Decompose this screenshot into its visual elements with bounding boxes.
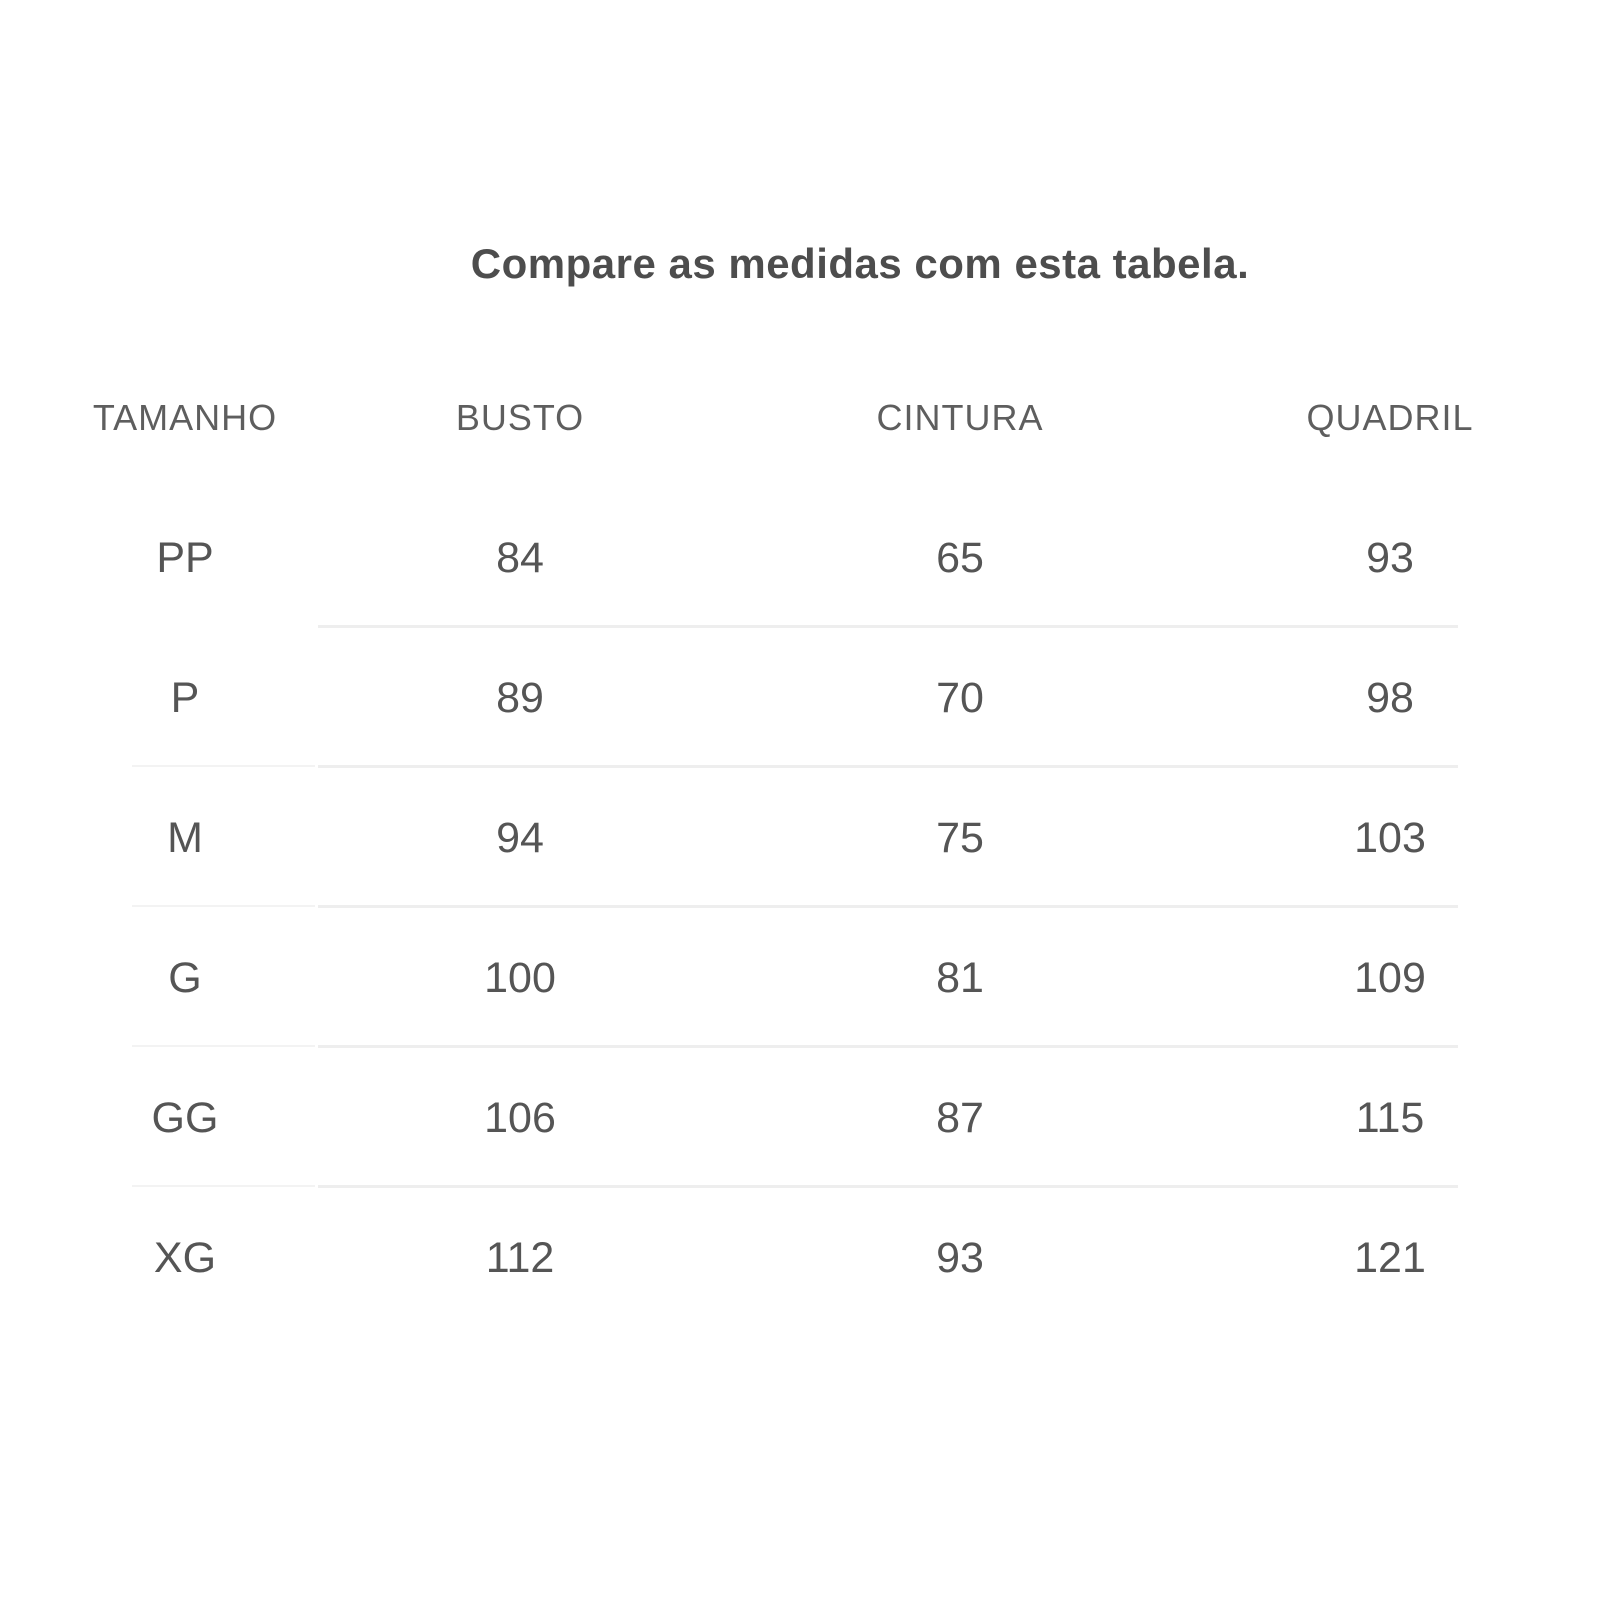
busto-cell: 106 [484,1093,556,1142]
cintura-cell: 70 [936,673,984,722]
cintura-cell: 81 [936,953,984,1002]
quadril-cell: 109 [1354,953,1426,1002]
row-divider [318,625,1458,628]
row-divider-left [132,1045,315,1047]
busto-cell: 94 [496,813,544,862]
row-divider-left [132,1185,315,1187]
column-header-quadril: QUADRIL [1306,397,1474,438]
cintura-cell: 65 [936,533,984,582]
row-divider [318,765,1458,768]
column-header-tamanho: TAMANHO [92,397,278,438]
busto-cell: 84 [496,533,544,582]
table-row-xg: XG 112 93 121 [60,1188,1590,1328]
quadril-cell: 115 [1355,1093,1425,1142]
size-cell: G [168,953,202,1002]
column-header-busto: BUSTO [455,397,585,438]
size-cell: P [170,673,200,722]
quadril-cell: 98 [1366,673,1414,722]
busto-cell: 112 [485,1233,555,1282]
cintura-cell: 75 [936,813,984,862]
page-title: Compare as medidas com esta tabela. [470,240,1250,287]
size-cell: GG [151,1093,219,1142]
row-divider-left [132,905,315,907]
size-cell: XG [153,1233,217,1282]
cintura-cell: 87 [936,1093,984,1142]
busto-cell: 100 [484,953,556,1002]
row-divider-left [132,765,315,767]
size-cell: M [167,813,203,862]
row-divider [318,1185,1458,1188]
table-row-m: M 94 75 103 [60,768,1590,908]
busto-cell: 89 [496,673,544,722]
quadril-cell: 103 [1354,813,1426,862]
table-header-row: TAMANHO BUSTO CINTURA QUADRIL [60,348,1590,488]
table-row-gg: GG 106 87 115 [60,1048,1590,1188]
cintura-cell: 93 [936,1233,984,1282]
table-row-p: P 89 70 98 [60,628,1590,768]
quadril-cell: 93 [1366,533,1414,582]
table-row-g: G 100 81 109 [60,908,1590,1048]
size-cell: PP [156,533,214,582]
quadril-cell: 121 [1354,1233,1426,1282]
row-divider [318,1045,1458,1048]
row-divider [318,905,1458,908]
size-table: TAMANHO BUSTO CINTURA QUADRIL PP 84 65 9… [60,348,1590,1328]
table-row-pp: PP 84 65 93 [60,488,1590,628]
column-header-cintura: CINTURA [876,397,1044,438]
